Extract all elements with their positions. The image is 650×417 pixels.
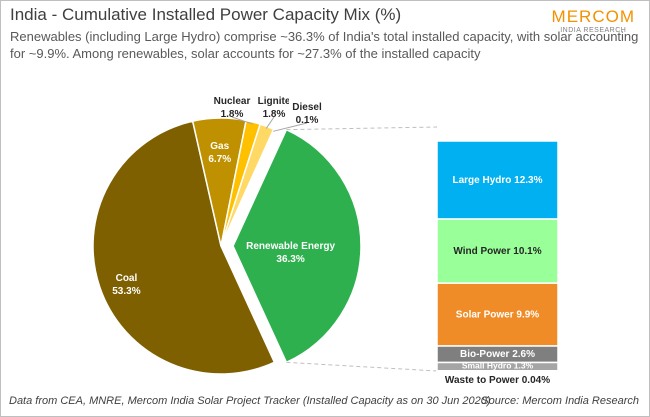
connector-line xyxy=(286,361,438,372)
segment-label: Waste to Power 0.04% xyxy=(445,375,550,386)
value-label: 12.3% xyxy=(514,175,542,186)
slice-label: Nuclear 1.8% xyxy=(214,96,251,120)
value-label: 1.3% xyxy=(514,361,534,371)
chart-subtitle: Renewables (including Large Hydro) compr… xyxy=(10,29,639,61)
label-bg xyxy=(256,93,292,117)
leader-line xyxy=(231,116,253,125)
connector-line xyxy=(286,126,438,131)
slice-label: Renewable Energy 36.3% xyxy=(246,241,335,265)
pie-slice xyxy=(232,128,362,364)
category-label: Lignite xyxy=(258,96,291,107)
category-label: Diesel xyxy=(292,102,322,113)
logo: MERCOM INDIA RESEARCH xyxy=(552,7,635,34)
value-label: 1.8% xyxy=(263,109,286,120)
logo-name: MERCOM xyxy=(551,7,635,26)
segment-label: Small Hydro 1.3% xyxy=(462,361,534,371)
category-label: Nuclear xyxy=(214,96,251,107)
category-label: Gas xyxy=(210,141,229,152)
category-label: Coal xyxy=(116,273,138,284)
category-label: Large Hydro xyxy=(452,175,511,186)
value-label: 0.04% xyxy=(522,375,550,386)
chart-title: India - Cumulative Installed Power Capac… xyxy=(10,5,402,24)
value-label: 1.8% xyxy=(221,109,244,120)
leader-line xyxy=(265,116,275,129)
footnote: Data from CEA, MNRE, Mercom India Solar … xyxy=(9,395,491,407)
value-label: 2.6% xyxy=(512,349,535,360)
value-label: 6.7% xyxy=(208,154,231,165)
segment-label: Wind Power 10.1% xyxy=(453,246,541,257)
value-label: 36.3% xyxy=(276,254,304,265)
value-label: 10.1% xyxy=(513,246,541,257)
category-label: Renewable Energy xyxy=(246,241,335,252)
value-label: 9.9% xyxy=(516,309,539,320)
slice-label: Coal 53.3% xyxy=(112,273,140,297)
category-label: Waste to Power xyxy=(445,375,519,386)
leader-line xyxy=(273,122,308,132)
slice-label: Gas 6.7% xyxy=(208,141,231,165)
logo-tagline: INDIA RESEARCH xyxy=(560,27,627,34)
category-label: Small Hydro xyxy=(462,361,512,371)
label-bg xyxy=(289,99,325,123)
segment-label: Solar Power 9.9% xyxy=(456,309,539,320)
label-bg xyxy=(214,93,250,117)
bar-segment xyxy=(436,282,559,347)
category-label: Wind Power xyxy=(453,246,510,257)
value-label: 0.1% xyxy=(296,115,319,126)
pie-slice xyxy=(220,128,276,247)
category-label: Solar Power xyxy=(456,309,514,320)
segment-label: Large Hydro 12.3% xyxy=(452,175,542,186)
slice-label: Diesel 0.1% xyxy=(292,102,322,126)
value-label: 53.3% xyxy=(112,286,140,297)
source: Source: Mercom India Research xyxy=(481,395,639,407)
bar-segment xyxy=(436,140,559,220)
bar-segment xyxy=(436,218,559,284)
pie-slice xyxy=(92,120,276,375)
segment-label: Bio-Power 2.6% xyxy=(460,349,535,360)
category-label: Bio-Power xyxy=(460,349,510,360)
slice-label: Lignite 1.8% xyxy=(258,96,291,120)
